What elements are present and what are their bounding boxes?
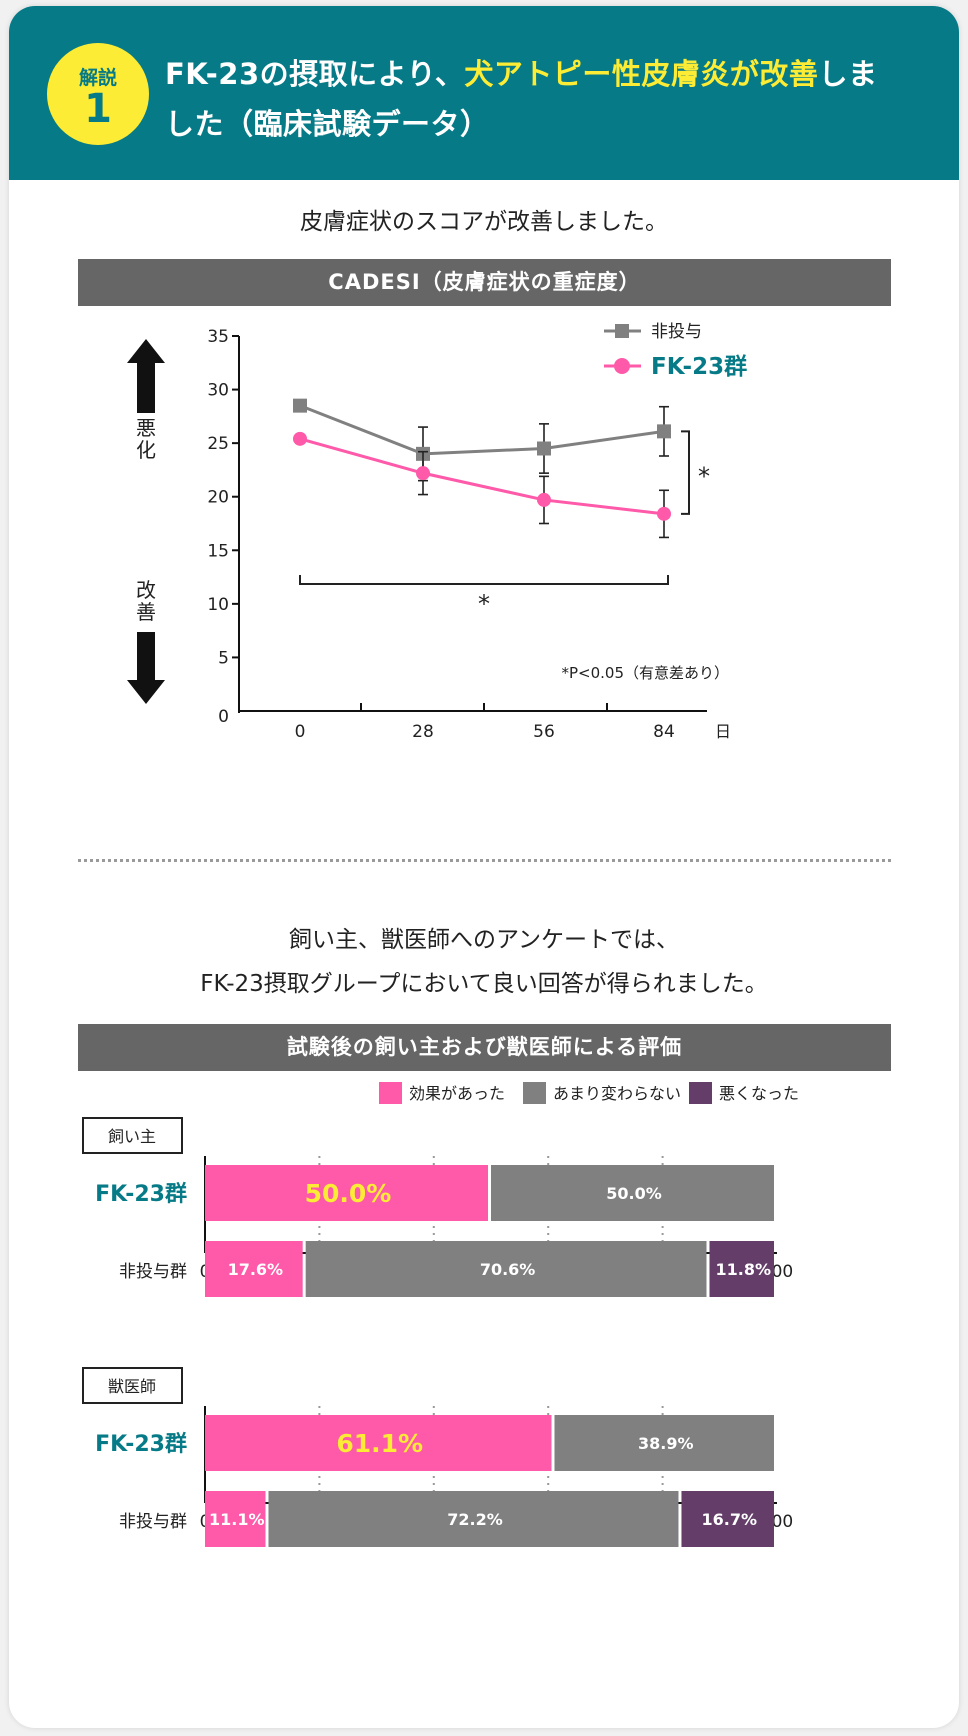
survey-bar-charts: 効果があったあまり変わらない悪くなった飼い主020406080100FK-23群…	[82, 1082, 799, 1547]
bar-segment	[205, 1415, 552, 1471]
header-title: FK-23の摂取により、犬アトピー性皮膚炎が改善しました（臨床試験データ）	[165, 49, 905, 149]
category-label: 非投与群	[119, 1262, 187, 1282]
bar-value-label: 17.6%	[228, 1260, 284, 1279]
bar-value-label: 61.1%	[336, 1429, 423, 1458]
data-point-control	[293, 398, 307, 413]
legend-marker-control	[615, 324, 629, 338]
worse-label-char: 悪	[136, 416, 156, 440]
category-label: FK-23群	[95, 1431, 187, 1457]
better-arrow-icon	[127, 632, 165, 704]
bar-value-label: 50.0%	[305, 1179, 392, 1208]
x-tick-label: 56	[533, 722, 555, 742]
bar-segment	[205, 1165, 488, 1221]
section1-subtitle: 皮膚症状のスコアが改善しました。	[300, 209, 668, 235]
significance-mark-horizontal: *	[478, 590, 490, 618]
bar-segment	[205, 1491, 266, 1547]
line-chart-title: CADESI（皮膚症状の重症度）	[78, 259, 891, 306]
section2-subtitle-line1: 飼い主、獣医師へのアンケートでは、	[288, 927, 680, 953]
badge-number: 1	[84, 86, 112, 132]
bar-segment	[709, 1241, 774, 1297]
legend-label: 悪くなった	[719, 1084, 799, 1103]
y-tick-label: 5	[218, 648, 229, 668]
series-line-control	[299, 404, 665, 456]
significance-bracket-vertical	[681, 430, 690, 515]
legend-swatch	[689, 1082, 712, 1104]
bar-value-label: 11.1%	[209, 1510, 265, 1529]
bar-segment	[554, 1415, 774, 1471]
y-tick-label: 10	[207, 595, 229, 615]
y-tick-label: 15	[207, 541, 229, 561]
legend-marker-fk23	[614, 358, 630, 374]
section2-subtitle-line2: FK-23摂取グループにおいて良い回答が得られました。	[200, 971, 768, 997]
bar-segment	[205, 1241, 303, 1297]
legend-label-control: 非投与	[651, 322, 702, 342]
category-label: 非投与群	[119, 1512, 187, 1532]
bar-value-label: 38.9%	[638, 1434, 694, 1453]
legend-label: あまり変わらない	[553, 1084, 681, 1103]
data-point-control	[537, 441, 551, 456]
bar-segment	[268, 1491, 679, 1547]
series-line-fk23	[299, 437, 665, 516]
bar-value-label: 11.8%	[715, 1260, 771, 1279]
significance-note: *P<0.05（有意差あり）	[561, 664, 729, 682]
legend-swatch	[523, 1082, 546, 1104]
y-tick-label: 25	[207, 434, 229, 454]
header-title-part2: しました（臨床試験データ）	[165, 57, 878, 141]
legend-label-fk23: FK-23群	[651, 353, 747, 380]
y-tick-label: 35	[207, 327, 229, 347]
y-tick-label: 30	[207, 381, 229, 401]
better-label-char: 善	[136, 600, 156, 624]
data-point-fk23	[537, 492, 551, 507]
legend-label: 効果があった	[409, 1084, 505, 1103]
bar-value-label: 16.7%	[701, 1510, 757, 1529]
section-divider	[78, 859, 891, 862]
data-point-fk23	[657, 506, 671, 521]
group-label-box	[82, 1367, 183, 1404]
data-point-fk23	[416, 466, 430, 481]
x-axis-unit: 日	[715, 722, 731, 741]
bar-segment	[491, 1165, 774, 1221]
legend-swatch	[379, 1082, 402, 1104]
explanation-card: 解説 1 FK-23の摂取により、犬アトピー性皮膚炎が改善しました（臨床試験デー…	[9, 6, 959, 1728]
bar-value-label: 50.0%	[606, 1184, 662, 1203]
bar-value-label: 72.2%	[447, 1510, 503, 1529]
worse-label-char: 化	[136, 438, 156, 462]
group-label-box	[82, 1117, 183, 1154]
bar-segment	[681, 1491, 774, 1547]
x-tick-label: 84	[653, 722, 675, 742]
header-banner: 解説 1 FK-23の摂取により、犬アトピー性皮膚炎が改善しました（臨床試験デー…	[9, 6, 959, 180]
data-point-fk23	[293, 431, 307, 446]
category-label: FK-23群	[95, 1181, 187, 1207]
significance-mark-vertical: *	[698, 463, 710, 491]
group-label: 獣医師	[108, 1377, 156, 1396]
x-tick-label: 28	[412, 722, 434, 742]
header-title-highlight: 犬アトピー性皮膚炎が改善	[464, 57, 819, 91]
survey-chart-title: 試験後の飼い主および獣医師による評価	[78, 1024, 891, 1071]
group-label: 飼い主	[108, 1127, 156, 1146]
header-title-part1: FK-23の摂取により、	[165, 57, 465, 91]
explanation-badge: 解説 1	[47, 43, 149, 145]
x-tick-label: 0	[295, 722, 306, 742]
y-tick-label: 20	[207, 488, 229, 508]
bar-segment	[305, 1241, 707, 1297]
worse-arrow-icon	[127, 339, 165, 413]
badge-label: 解説	[78, 67, 117, 89]
better-label-char: 改	[136, 578, 156, 602]
significance-bracket-horizontal	[299, 575, 669, 585]
y-tick-label: 0	[218, 707, 229, 727]
data-point-control	[657, 424, 671, 439]
bar-value-label: 70.6%	[480, 1260, 536, 1279]
